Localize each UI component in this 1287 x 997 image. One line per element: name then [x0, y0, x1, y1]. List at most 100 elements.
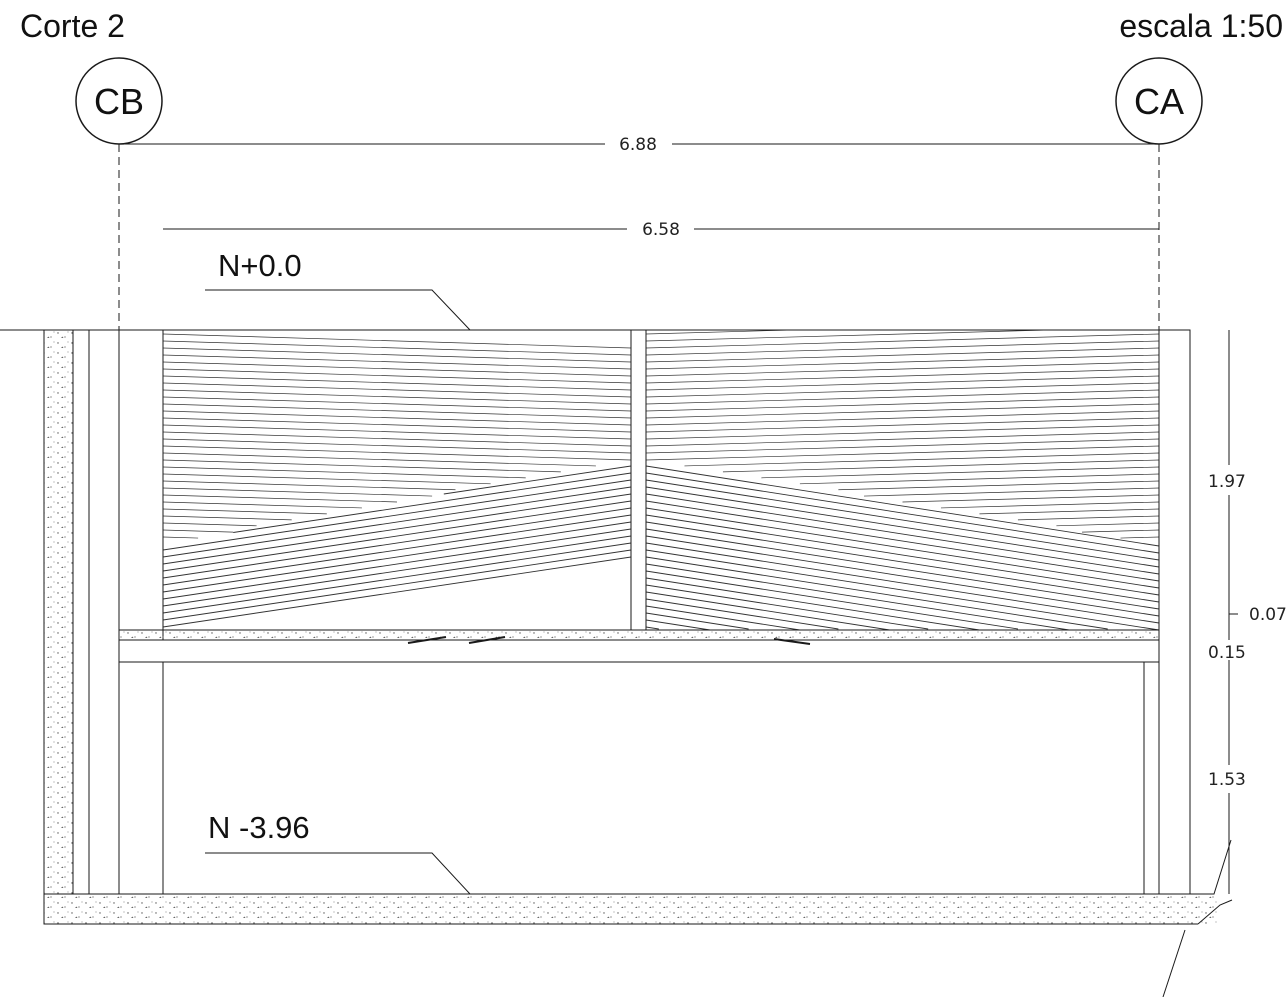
hatch-panel-right	[645, 329, 1160, 631]
hatch-line	[645, 514, 1160, 596]
hatch-line	[645, 424, 1160, 440]
hatch-line	[162, 354, 632, 370]
hatch-line	[233, 472, 632, 533]
hatch-line	[645, 542, 1160, 624]
hatch-line	[838, 480, 1160, 491]
hatch-line	[162, 508, 327, 515]
drawing-title: Corte 2	[20, 8, 125, 44]
break-line	[1190, 839, 1232, 895]
hatch-line	[645, 612, 749, 630]
left-wall-lining	[72, 329, 90, 895]
dimension-upper-height-label: 1.97	[1208, 472, 1246, 492]
hatch-line	[645, 535, 1160, 617]
slab-beam	[118, 639, 1160, 663]
hatch-line	[645, 389, 1160, 405]
hatch-line	[645, 626, 659, 630]
dimension-inner-width: 6.58	[163, 220, 1159, 240]
hatch-line	[162, 389, 632, 405]
hatch-line	[1120, 536, 1160, 539]
slab-concrete	[118, 629, 1160, 641]
hatch-line	[162, 445, 632, 461]
hatch-line	[162, 549, 632, 621]
hatch-line	[162, 396, 632, 412]
hatch-line	[162, 459, 561, 473]
level-bottom-label: N -3.96	[208, 810, 310, 845]
axis-bubble-ca: CA	[1115, 57, 1203, 145]
hatch-line	[162, 556, 632, 628]
hatch-panel-left	[162, 333, 632, 628]
hatch-line	[645, 556, 1108, 630]
hatch-line	[162, 529, 234, 533]
hatch-line	[645, 521, 1160, 603]
hatch-line	[162, 542, 632, 614]
level-top-label: N+0.0	[218, 248, 302, 283]
hatch-line	[645, 591, 890, 631]
hatch-line	[902, 494, 1160, 503]
hatch-line	[645, 410, 1160, 426]
hatch-line	[645, 438, 1160, 454]
dimension-inner-width-label: 6.58	[642, 220, 680, 240]
hatch-line	[645, 431, 1160, 447]
hatch-line	[162, 424, 632, 440]
dimension-axis-to-axis: 6.88	[119, 135, 1159, 155]
left-concrete-wall	[43, 329, 74, 895]
hatch-line	[645, 619, 711, 631]
hatch-line	[645, 354, 1160, 370]
hatch-line	[162, 486, 632, 558]
hatch-line	[645, 382, 1160, 398]
hatch-line	[645, 329, 1044, 342]
hatch-line	[864, 487, 1160, 497]
hatch-line	[1056, 522, 1160, 527]
hatch-line	[645, 598, 839, 630]
hatch-line	[162, 438, 632, 454]
hatch-line	[162, 361, 632, 377]
axis-bubble-cb: CB	[75, 57, 163, 145]
hatch-line	[1082, 529, 1160, 533]
hatch-line	[162, 493, 632, 565]
hatch-line	[645, 375, 1160, 391]
hatch-line	[162, 487, 433, 497]
hatch-line	[162, 333, 632, 349]
hatch-line	[645, 361, 1160, 377]
hatch-line	[645, 417, 1160, 433]
hatch-line	[162, 501, 362, 509]
hatch-line	[162, 375, 632, 391]
hatch-line	[162, 403, 632, 419]
hatch-line	[162, 347, 632, 363]
hatch-line	[443, 465, 632, 495]
hatch-line	[761, 466, 1160, 479]
hatch-line	[162, 500, 632, 572]
hatch-line	[645, 403, 1160, 419]
floor-concrete	[44, 894, 1219, 924]
hatch-line	[645, 493, 1160, 575]
hatch-line	[684, 452, 1160, 467]
hatch-line	[645, 507, 1160, 589]
hatch-line	[162, 494, 398, 503]
hatch-line	[940, 501, 1160, 509]
hatch-line	[722, 459, 1160, 473]
hatch-line	[645, 396, 1160, 412]
level-marker-bottom: N -3.96	[205, 810, 471, 895]
hatch-line	[1017, 515, 1160, 521]
hatch-line	[645, 340, 1160, 356]
hatch-line	[645, 577, 980, 631]
hatch-line	[162, 514, 632, 586]
hatch-line	[162, 410, 632, 426]
hatch-line	[162, 536, 199, 539]
dimension-lower-height-label: 1.53	[1208, 770, 1246, 790]
hatch-line	[162, 479, 632, 551]
hatch-line	[799, 473, 1160, 485]
dimension-offset-label: 0.07	[1249, 605, 1287, 625]
hatch-line	[645, 347, 1160, 363]
hatch-line	[645, 528, 1160, 610]
hatch-line	[162, 528, 632, 600]
level-marker-top: N+0.0	[205, 248, 471, 331]
hatch-line	[645, 563, 1070, 631]
hatch-line	[162, 466, 526, 479]
hatch-line	[645, 486, 1160, 568]
hatch-line	[162, 431, 632, 447]
hatch-line	[162, 340, 632, 356]
hatch-line	[162, 521, 632, 593]
hatch-line	[645, 605, 800, 631]
